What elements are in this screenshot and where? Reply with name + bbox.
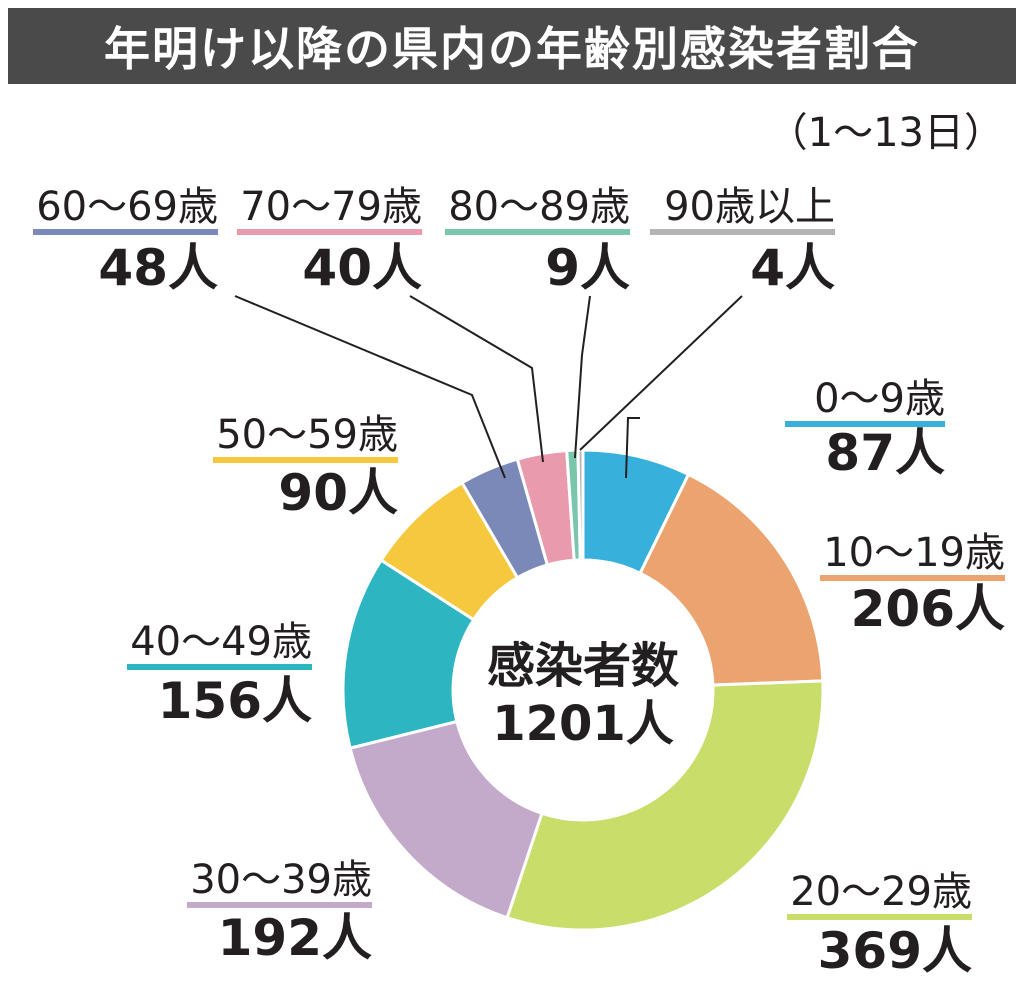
slice-4 [348,719,544,920]
slice-value-3: 369人 [818,922,972,980]
center-value: 1201人 [492,696,674,752]
slice-value-9: 9人 [545,239,630,297]
title-bar: 年明け以降の県内の年齢別感染者割合 [8,8,1016,84]
slice-value-7: 48人 [98,239,218,297]
slice-3 [505,679,825,932]
slice-label-7: 60～69歳 [36,184,218,230]
chart-subtitle: （1～13日） [767,110,1004,156]
slice-label-2: 10～19歳 [823,530,1005,576]
leader-line-9 [574,295,591,459]
slice-value-2: 206人 [851,580,1005,638]
chart-title: 年明け以降の県内の年齢別感染者割合 [104,22,920,76]
leader-line-1 [625,417,640,479]
leader-line-7 [234,295,506,479]
slice-label-5: 40～49歳 [130,619,312,665]
slice-label-4: 30～39歳 [190,857,372,903]
slice-value-5: 156人 [158,672,312,730]
slice-value-1: 87人 [825,424,945,482]
slice-10 [576,448,585,562]
center-label: 感染者数 [487,638,679,694]
slice-value-10: 4人 [750,239,835,297]
slice-value-8: 40人 [302,239,422,297]
slice-label-10: 90歳以上 [664,184,835,230]
slice-label-1: 0～9歳 [814,376,945,422]
slice-label-3: 20～29歳 [790,869,972,915]
leader-line-10 [579,295,743,451]
slice-2 [638,472,825,687]
leader-line-8 [409,295,544,463]
slice-value-6: 90人 [278,464,398,522]
slice-value-4: 192人 [218,909,372,967]
slice-label-8: 70～79歳 [240,184,422,230]
slice-label-9: 80～89歳 [448,184,630,230]
slice-label-6: 50～59歳 [216,412,398,458]
